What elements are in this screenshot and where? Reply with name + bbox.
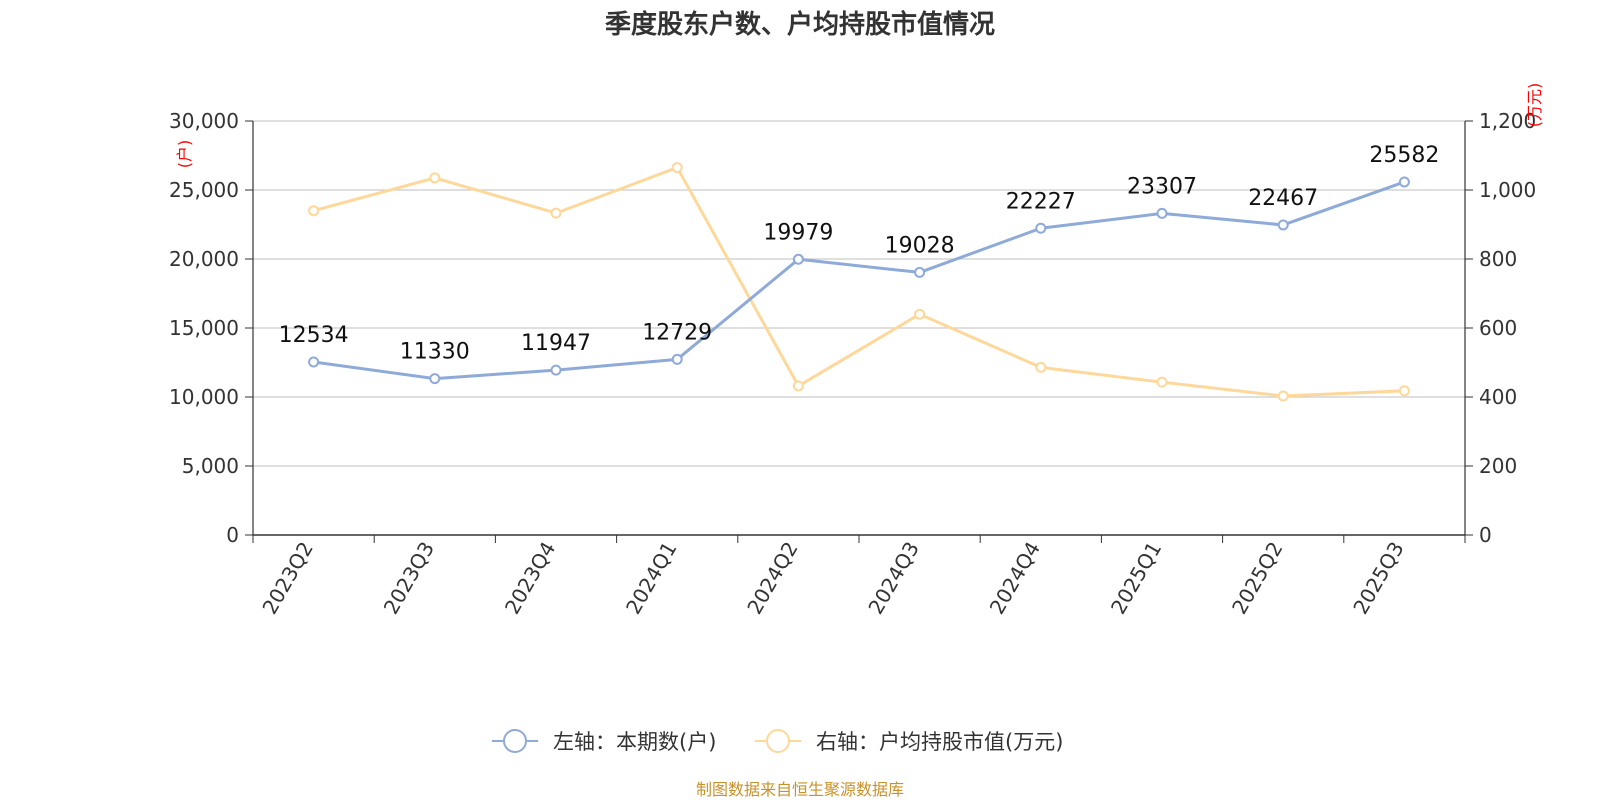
legend-item-left-series[interactable]: 左轴：本期数(户) [492,729,716,754]
x-axis-tick-label: 2025Q2 [1227,538,1287,619]
x-axis-tick-label: 2023Q2 [257,538,317,619]
left-axis-tick-label: 30,000 [169,109,239,133]
left-axis-tick-label: 25,000 [169,178,239,202]
data-label-left: 11947 [521,331,591,356]
data-label-left: 12534 [279,323,349,348]
data-point-left [550,364,562,376]
data-point-left [1277,219,1289,231]
data-point-right [550,207,562,219]
data-label-left: 19028 [885,233,955,258]
series-line-right [313,166,1405,398]
x-axis-tick-label: 2025Q1 [1106,538,1166,619]
legend: 左轴：本期数(户) 右轴：户均持股市值(万元) [492,729,1063,754]
data-label-left: 11330 [400,340,470,365]
right-axis-tick-label: 200 [1479,454,1517,478]
x-axis-tick-label: 2023Q4 [500,538,560,619]
right-axis-tick-label: 0 [1479,523,1492,547]
data-point-left [1035,222,1047,234]
data-point-left [308,356,320,368]
data-label-left: 25582 [1369,143,1439,168]
right-axis-unit: (万元) [1525,83,1544,128]
grid-lines [253,120,1465,467]
data-point-left [1156,207,1168,219]
data-point-right [914,308,926,320]
x-axis-tick-label: 2025Q3 [1348,538,1408,619]
data-label-left: 22467 [1248,186,1318,211]
data-point-right [1156,376,1168,388]
data-point-right [429,172,441,184]
left-axis-tick-label: 15,000 [169,316,239,340]
source-note: 制图数据来自恒生聚源数据库 [696,780,904,799]
data-label-left: 22227 [1006,189,1076,214]
x-axis-tick-label: 2024Q2 [742,538,802,619]
data-label-left: 12729 [642,320,712,345]
data-point-right [1398,385,1410,397]
right-axis-tick-label: 800 [1479,247,1517,271]
left-axis-tick-label: 20,000 [169,247,239,271]
data-point-right [1035,361,1047,373]
axes: 0 0 5,000 200 10,000 400 15,000 600 20,000 800 25,… [169,109,1536,618]
data-label-left: 23307 [1127,174,1197,199]
legend-marker-right [766,729,790,753]
left-axis-tick-label: 0 [226,523,239,547]
right-axis-tick-label: 600 [1479,316,1517,340]
left-axis-unit: (户) [175,140,194,169]
data-point-left [1398,176,1410,188]
data-point-left [429,373,441,385]
data-point-left [914,266,926,278]
x-axis-tick-label: 2024Q4 [985,538,1045,619]
data-point-right [1277,390,1289,402]
data-point-right [792,380,804,392]
right-axis-tick-label: 1,200 [1479,109,1536,133]
x-axis-tick-label: 2023Q3 [379,538,439,619]
x-axis-tick-label: 2024Q3 [863,538,923,619]
left-axis-tick-label: 10,000 [169,385,239,409]
right-axis-tick-label: 400 [1479,385,1517,409]
series-group: 12534 11330 11947 12729 19979 19028 22227 23307… [279,143,1439,402]
legend-label-left: 左轴：本期数(户) [553,730,716,754]
left-axis-tick-label: 5,000 [182,454,239,478]
right-axis-tick-label: 1,000 [1479,178,1536,202]
data-point-left [792,253,804,265]
legend-label-right: 右轴：户均持股市值(万元) [816,730,1063,754]
legend-item-right-series[interactable]: 右轴：户均持股市值(万元) [755,729,1063,754]
data-point-left [671,353,683,365]
data-point-right [308,205,320,217]
data-label-left: 19979 [763,220,833,245]
data-point-right [671,162,683,174]
legend-marker-left [503,729,527,753]
chart-title: 季度股东户数、户均持股市值情况 [605,9,995,40]
x-axis-tick-label: 2024Q1 [621,538,681,619]
series-line-left [313,180,1405,381]
